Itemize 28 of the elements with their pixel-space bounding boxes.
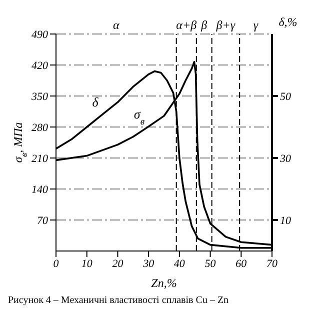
x-axis-title: Zn,% — [151, 276, 177, 290]
y2-tick-label: 50 — [280, 90, 292, 103]
x-tick-label: 0 — [53, 258, 60, 270]
x-tick-label: 20 — [112, 258, 124, 270]
text: α+β — [176, 18, 197, 32]
x-tick-label: 30 — [142, 258, 155, 270]
text: β — [200, 18, 208, 32]
text: α — [113, 18, 120, 32]
y2-tick-label: 10 — [280, 214, 292, 227]
x-tick-label: 60 — [236, 258, 248, 270]
y-tick-label: 280 — [32, 122, 48, 134]
x-tick-label: 10 — [81, 258, 93, 270]
y-tick-label: 70 — [37, 214, 48, 227]
text: β+γ — [215, 18, 236, 32]
series-label: σ$_{в}$ — [134, 106, 146, 128]
text: Рисунок 4 – Механичні властивості сплавів Cu – Zn — [8, 295, 230, 306]
y-tick-label: 140 — [32, 184, 48, 196]
series-label: δ — [92, 94, 100, 110]
x-tick-label: 70 — [266, 258, 278, 270]
y2-axis-title: δ,% — [278, 15, 298, 29]
y-tick-label: 490 — [32, 28, 48, 41]
y-tick-label: 210 — [32, 152, 48, 165]
text: γ — [253, 18, 258, 32]
x-tick-label: 50 — [204, 258, 216, 270]
x-tick-label: 40 — [174, 258, 186, 270]
y-tick-label: 350 — [30, 90, 48, 103]
y2-tick-label: 30 — [279, 152, 292, 165]
y-tick-label: 420 — [32, 60, 48, 72]
